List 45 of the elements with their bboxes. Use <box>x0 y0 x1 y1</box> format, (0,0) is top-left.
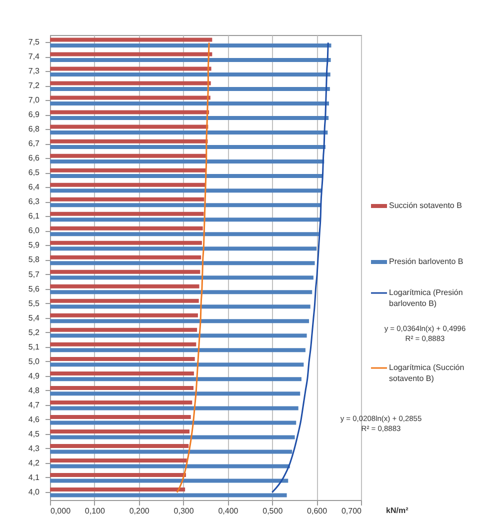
x-tick-label: 0,400 <box>218 506 239 516</box>
y-tick-label: 6,1 <box>28 212 40 221</box>
y-tick-label: 5,1 <box>28 342 40 352</box>
y-tick-label: 6,3 <box>28 197 40 206</box>
y-tick-label: 5,0 <box>28 356 40 366</box>
x-tick-label: 0,100 <box>84 506 106 516</box>
y-tick-label: 7,5 <box>28 38 40 47</box>
y-tick-label: 6,0 <box>28 226 40 236</box>
x-tick-label: 0,200 <box>129 506 150 516</box>
x-tick-label: 0,600 <box>307 506 328 516</box>
y-tick-label: 4,1 <box>28 472 40 482</box>
y-tick-label: 4,7 <box>28 400 40 410</box>
y-tick-label: 5,2 <box>28 328 40 337</box>
y-tick-label: 5,9 <box>28 240 40 250</box>
legend-label: Presión barlovento B <box>389 257 464 266</box>
y-tick-label: 7,3 <box>28 66 40 76</box>
x-tick-label: 0,500 <box>262 506 284 516</box>
x-axis-title: kN/m² <box>386 506 409 515</box>
y-tick-label: 6,4 <box>28 182 40 192</box>
x-tick-label: 0,300 <box>174 506 194 516</box>
y-tick-label: 6,8 <box>28 124 40 134</box>
y-tick-label: 4,8 <box>28 386 40 395</box>
y-tick-label: 4,5 <box>28 429 40 438</box>
y-tick-label: 5,6 <box>28 284 40 294</box>
x-tick-label: 0,700 <box>341 506 362 516</box>
legend-label: Logarítmica (Succión sotavento B) <box>389 363 464 383</box>
y-tick-label: 7,2 <box>28 81 40 90</box>
y-tick-label: 4,0 <box>28 487 40 496</box>
y-tick-label: 4,6 <box>28 414 40 424</box>
legend-label: Succión sotavento B <box>389 201 462 210</box>
y-tick-label: 6,9 <box>28 110 40 120</box>
y-tick-label: 4,3 <box>28 444 40 453</box>
y-tick-label: 7,0 <box>28 96 40 105</box>
y-tick-label: 6,5 <box>28 168 40 178</box>
y-tick-label: 4,9 <box>28 371 40 380</box>
legend-label: Logarítmica (Presión barlovento B) <box>389 288 463 308</box>
y-tick-label: 5,5 <box>28 298 40 308</box>
y-tick-label: 5,8 <box>28 255 40 264</box>
x-tick-label: 0,000 <box>50 506 72 516</box>
y-tick-label: 6,7 <box>28 139 40 148</box>
y-tick-label: 5,7 <box>28 270 40 279</box>
y-tick-label: 6,6 <box>28 154 40 163</box>
y-tick-label: 5,4 <box>28 313 40 322</box>
y-tick-label: 4,2 <box>28 458 40 468</box>
y-tick-label: 7,4 <box>28 52 40 62</box>
